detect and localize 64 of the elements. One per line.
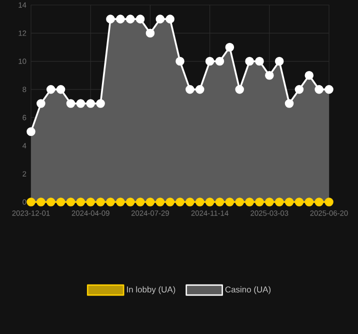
point — [166, 14, 174, 24]
point — [136, 198, 145, 206]
point — [265, 70, 274, 80]
point — [255, 56, 264, 66]
point — [205, 198, 214, 206]
point — [265, 198, 274, 206]
point — [116, 14, 125, 24]
legend-label: Casino (UA) — [225, 286, 271, 294]
point — [195, 85, 204, 94]
point — [245, 198, 254, 206]
point — [146, 28, 155, 38]
point — [46, 198, 56, 206]
point — [76, 99, 86, 108]
point — [195, 198, 204, 206]
point — [274, 56, 284, 66]
point — [176, 56, 184, 66]
point — [146, 198, 155, 206]
point — [156, 198, 165, 206]
point — [205, 56, 214, 66]
point — [106, 14, 115, 24]
point — [186, 198, 194, 206]
point — [156, 14, 165, 24]
point — [36, 198, 46, 206]
point — [294, 85, 304, 94]
point — [186, 85, 194, 94]
point — [225, 198, 234, 206]
point — [116, 198, 125, 206]
point — [36, 99, 46, 108]
point — [56, 85, 66, 94]
point — [26, 198, 36, 206]
point — [324, 198, 334, 206]
point — [46, 85, 56, 94]
point — [86, 198, 95, 206]
point — [304, 70, 314, 80]
point — [274, 198, 284, 206]
point — [26, 127, 36, 136]
point — [66, 198, 76, 206]
point — [215, 56, 224, 66]
point — [106, 198, 115, 206]
point — [56, 198, 66, 206]
point — [284, 99, 294, 108]
point — [66, 99, 76, 108]
point — [314, 85, 324, 94]
point — [314, 198, 324, 206]
point — [225, 42, 234, 52]
point — [166, 198, 174, 206]
point — [245, 56, 254, 66]
point — [96, 99, 105, 108]
point — [294, 198, 304, 206]
point — [215, 198, 224, 206]
point — [136, 14, 145, 24]
point — [86, 99, 95, 108]
point — [235, 85, 244, 94]
legend-label: In lobby (UA) — [127, 286, 176, 294]
point — [126, 198, 135, 206]
point — [126, 14, 135, 24]
point — [96, 198, 105, 206]
point — [284, 198, 294, 206]
point — [235, 198, 244, 206]
point — [304, 198, 314, 206]
point — [255, 198, 264, 206]
point — [176, 198, 184, 206]
point — [324, 85, 334, 94]
point — [76, 198, 86, 206]
